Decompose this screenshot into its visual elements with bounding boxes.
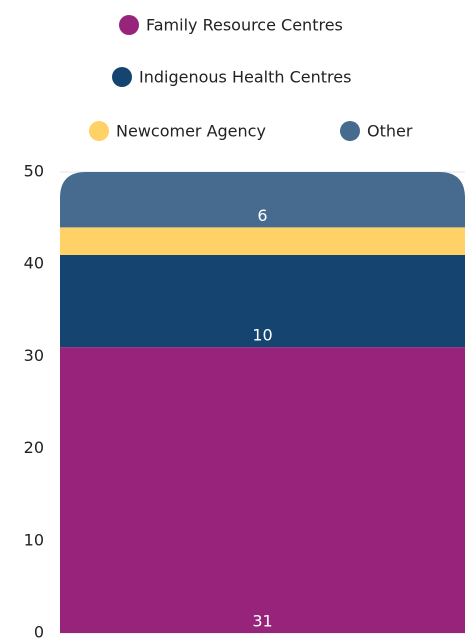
y-tick-label: 0 <box>34 623 44 642</box>
y-tick-label: 30 <box>24 346 44 365</box>
legend-label: Newcomer Agency <box>116 122 266 141</box>
y-tick-label: 50 <box>24 162 44 181</box>
legend-label: Indigenous Health Centres <box>139 68 351 87</box>
bar-segment <box>60 172 465 228</box>
legend-swatch <box>112 67 132 87</box>
legend-label: Family Resource Centres <box>146 16 343 35</box>
legend-label: Other <box>367 122 413 141</box>
legend-swatch <box>340 121 360 141</box>
data-label: 31 <box>252 612 272 631</box>
bar-segment <box>60 347 465 633</box>
y-tick-label: 10 <box>24 530 44 549</box>
legend-swatch <box>119 15 139 35</box>
data-label: 10 <box>252 326 272 345</box>
bar-segment <box>60 254 465 348</box>
bar-segment <box>60 227 465 255</box>
y-tick-label: 20 <box>24 438 44 457</box>
legend-swatch <box>89 121 109 141</box>
data-label: 6 <box>257 206 267 225</box>
y-tick-label: 40 <box>24 254 44 273</box>
